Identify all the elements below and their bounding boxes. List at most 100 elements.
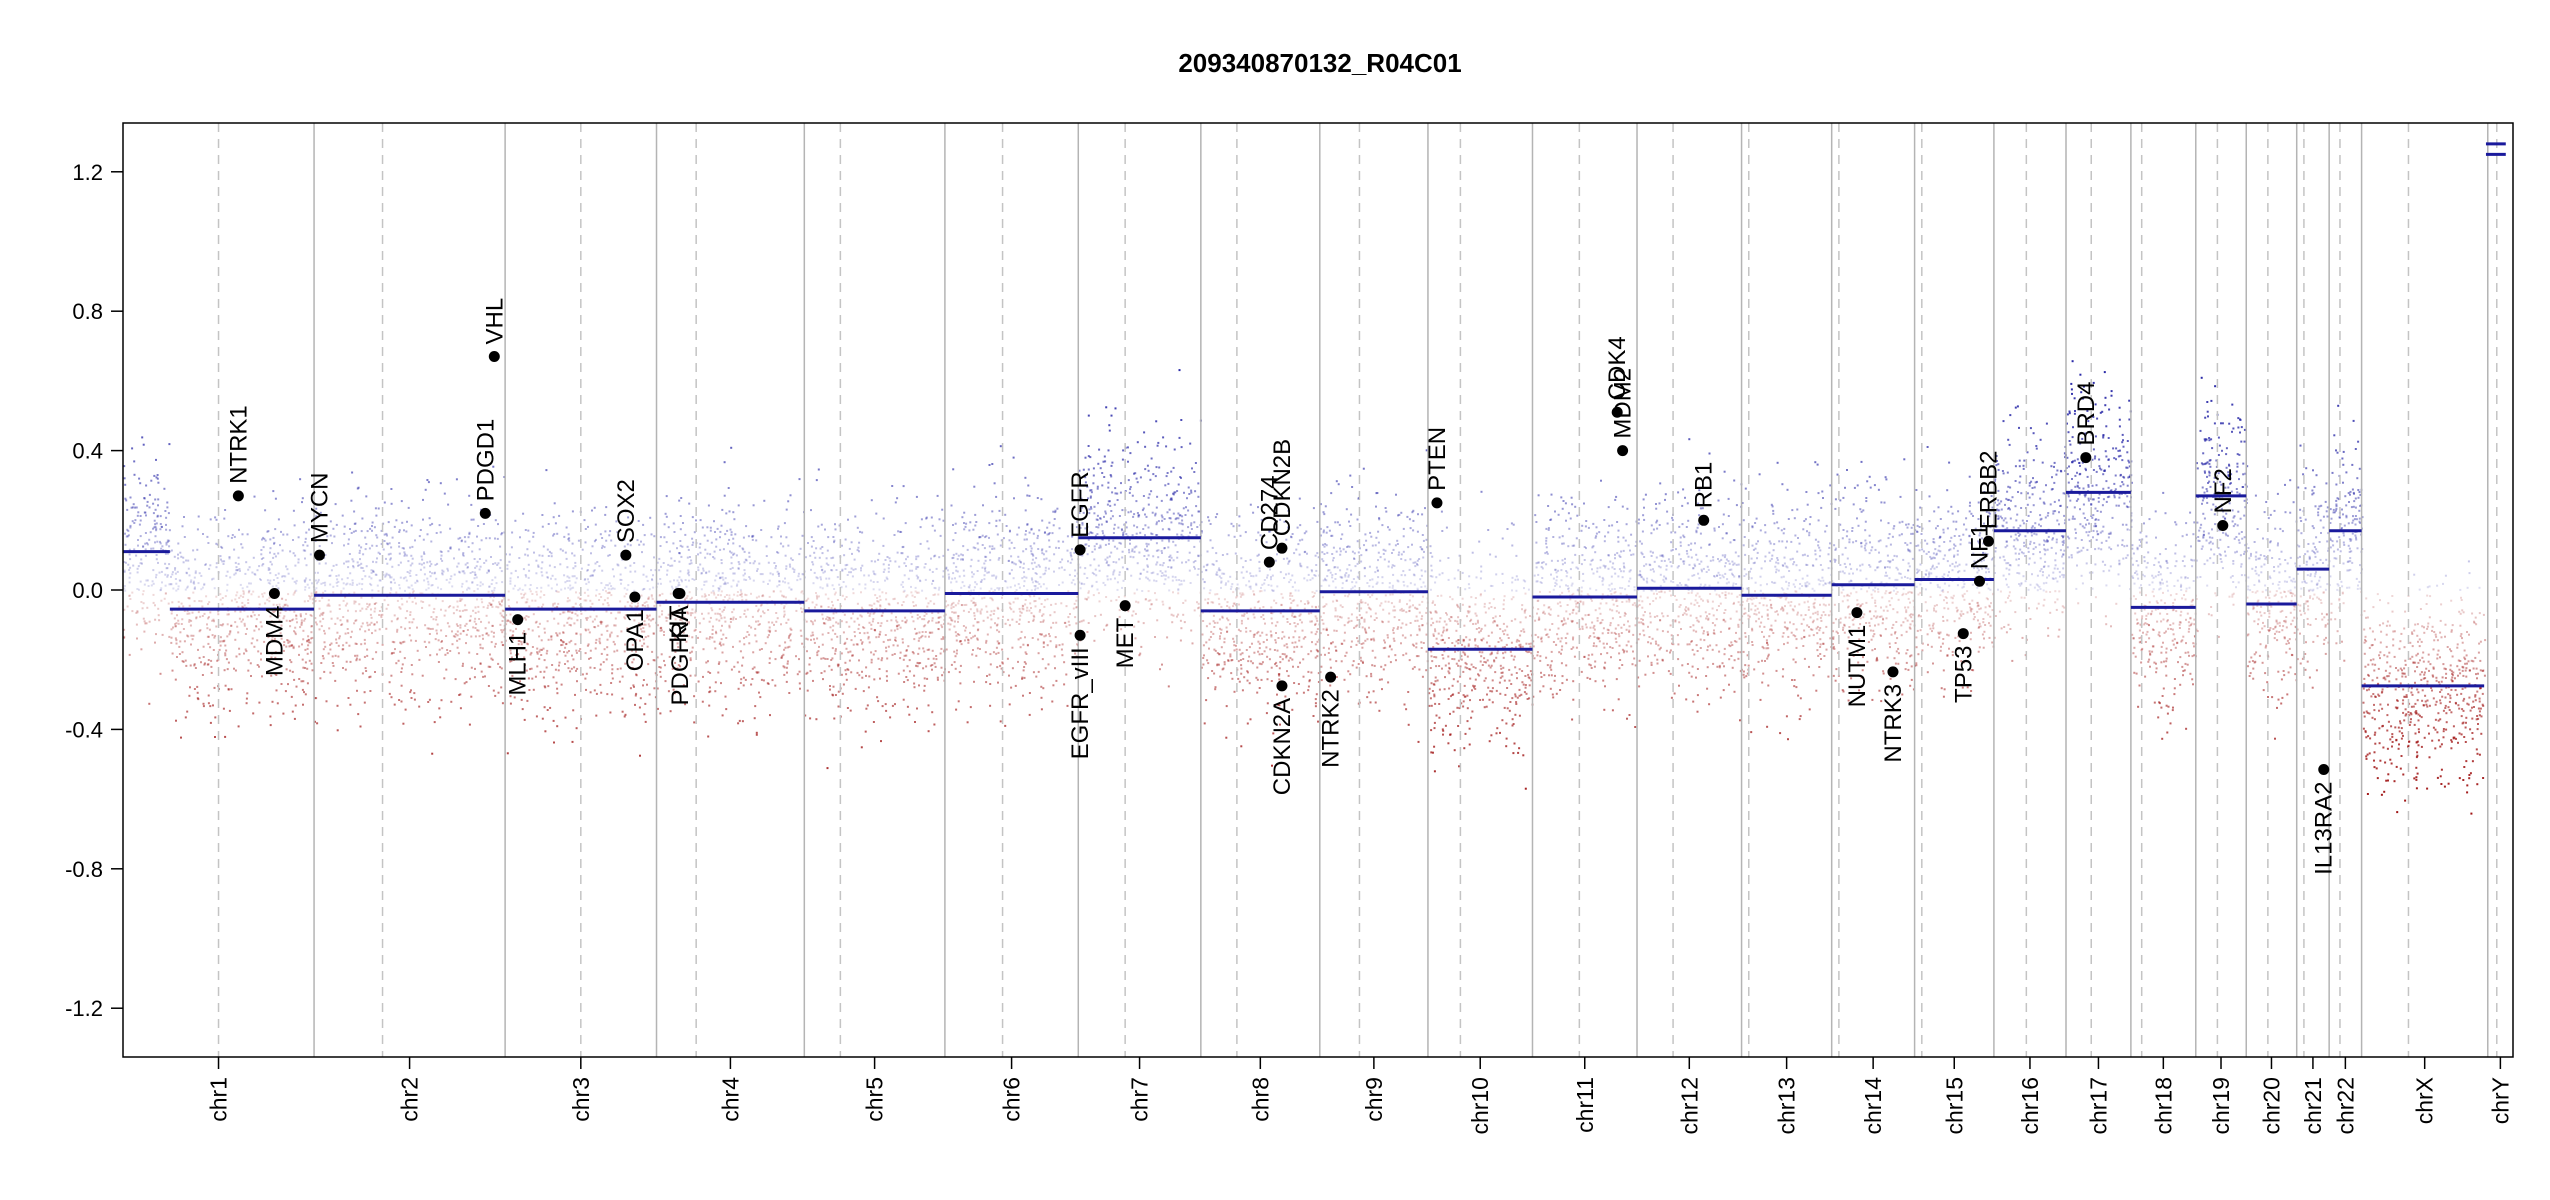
probe-point xyxy=(377,507,380,510)
probe-point xyxy=(361,607,364,610)
probe-point xyxy=(433,721,436,724)
probe-point xyxy=(1011,618,1014,621)
probe-point xyxy=(585,688,587,691)
probe-point xyxy=(366,606,369,608)
probe-point xyxy=(642,523,645,526)
probe-point xyxy=(310,614,313,617)
probe-point xyxy=(179,631,182,634)
probe-point xyxy=(1015,620,1018,623)
probe-point xyxy=(202,702,205,705)
probe-point xyxy=(553,566,556,569)
probe-point xyxy=(719,629,722,632)
probe-point xyxy=(920,518,923,521)
probe-point xyxy=(630,602,633,605)
probe-point xyxy=(1042,553,1045,556)
probe-point xyxy=(680,578,683,581)
probe-point xyxy=(985,605,988,608)
probe-point xyxy=(617,564,620,567)
probe-point xyxy=(317,578,320,581)
probe-point xyxy=(514,584,516,587)
probe-point xyxy=(882,544,885,547)
probe-point xyxy=(953,611,956,614)
probe-point xyxy=(826,767,829,770)
probe-point xyxy=(967,641,970,644)
probe-point xyxy=(181,660,184,663)
probe-point xyxy=(356,689,358,692)
probe-point xyxy=(554,578,557,581)
probe-point xyxy=(342,582,345,585)
probe-point xyxy=(745,635,748,638)
probe-point xyxy=(301,688,304,691)
probe-point xyxy=(398,587,401,590)
probe-point xyxy=(273,541,276,544)
probe-point xyxy=(466,562,469,565)
probe-point xyxy=(143,583,146,586)
probe-point xyxy=(555,632,558,635)
probe-point xyxy=(404,589,406,592)
probe-point xyxy=(202,533,204,535)
probe-point xyxy=(406,610,409,613)
probe-point xyxy=(908,670,911,673)
probe-point xyxy=(1067,560,1069,563)
probe-point xyxy=(982,504,984,507)
probe-point xyxy=(172,626,174,629)
probe-point xyxy=(738,719,741,722)
probe-point xyxy=(277,572,280,575)
probe-point xyxy=(831,657,834,660)
probe-point xyxy=(440,629,443,632)
probe-point xyxy=(876,581,879,583)
probe-point xyxy=(332,527,335,530)
probe-point xyxy=(1166,472,1169,474)
probe-point xyxy=(234,561,237,564)
probe-point xyxy=(156,477,159,480)
probe-point xyxy=(540,586,543,589)
probe-point xyxy=(1029,595,1032,598)
probe-point xyxy=(950,617,953,620)
probe-point xyxy=(409,691,412,694)
probe-point xyxy=(872,539,875,542)
probe-point xyxy=(627,584,630,587)
probe-point xyxy=(643,587,646,590)
probe-point xyxy=(351,558,354,561)
probe-point xyxy=(591,545,594,548)
probe-point xyxy=(1176,556,1179,559)
probe-point xyxy=(311,598,314,601)
probe-point xyxy=(155,633,157,636)
probe-point xyxy=(246,692,249,695)
probe-point xyxy=(654,569,657,572)
probe-point xyxy=(742,548,745,551)
probe-point xyxy=(753,666,756,669)
probe-point xyxy=(1016,597,1019,600)
probe-point xyxy=(767,609,770,611)
probe-point xyxy=(971,575,974,578)
probe-point xyxy=(555,606,558,609)
probe-point xyxy=(954,577,956,580)
probe-point xyxy=(565,642,568,645)
probe-point xyxy=(285,645,288,648)
probe-point xyxy=(238,568,241,570)
probe-point xyxy=(685,585,688,588)
probe-point xyxy=(398,542,401,544)
probe-point xyxy=(435,616,438,618)
probe-point xyxy=(913,682,916,685)
probe-point xyxy=(401,641,404,644)
probe-point xyxy=(563,651,565,653)
probe-point xyxy=(709,616,712,619)
probe-point xyxy=(167,512,170,515)
probe-point xyxy=(306,639,309,642)
probe-point xyxy=(274,555,277,558)
probe-point xyxy=(144,622,147,625)
probe-point xyxy=(347,609,349,612)
probe-point xyxy=(410,664,413,666)
probe-point xyxy=(209,518,212,521)
probe-point xyxy=(656,561,659,564)
probe-point xyxy=(1176,490,1179,492)
probe-point xyxy=(901,581,904,584)
probe-point xyxy=(640,540,642,543)
probe-point xyxy=(652,574,654,577)
probe-point xyxy=(886,657,889,660)
probe-point xyxy=(476,653,479,655)
probe-point xyxy=(536,587,539,589)
probe-point xyxy=(629,544,632,547)
probe-point xyxy=(1018,618,1021,621)
